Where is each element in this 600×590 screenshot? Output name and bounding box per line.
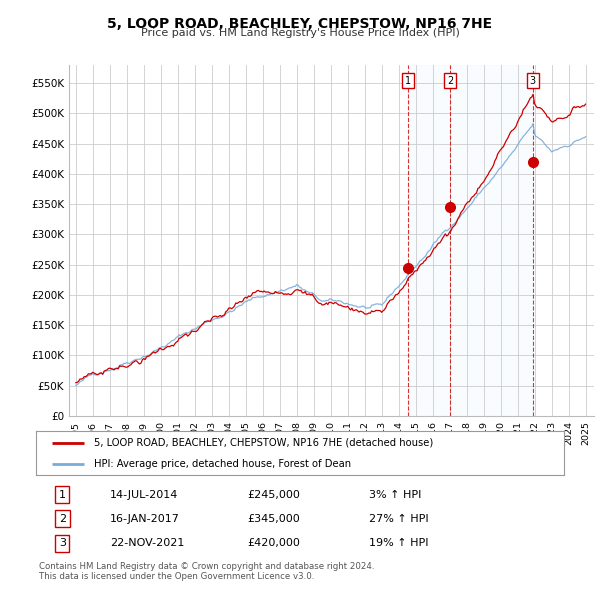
- Text: 19% ↑ HPI: 19% ↑ HPI: [368, 538, 428, 548]
- Text: This data is licensed under the Open Government Licence v3.0.: This data is licensed under the Open Gov…: [39, 572, 314, 581]
- Text: 2: 2: [59, 514, 66, 524]
- Bar: [408, 65, 533, 416]
- Text: 27% ↑ HPI: 27% ↑ HPI: [368, 514, 428, 524]
- Text: HPI: Average price, detached house, Forest of Dean: HPI: Average price, detached house, Fore…: [94, 459, 351, 469]
- Text: £245,000: £245,000: [247, 490, 300, 500]
- Text: 2: 2: [447, 76, 454, 86]
- Text: 1: 1: [59, 490, 66, 500]
- Text: £420,000: £420,000: [247, 538, 300, 548]
- Text: Price paid vs. HM Land Registry's House Price Index (HPI): Price paid vs. HM Land Registry's House …: [140, 28, 460, 38]
- Text: 5, LOOP ROAD, BEACHLEY, CHEPSTOW, NP16 7HE: 5, LOOP ROAD, BEACHLEY, CHEPSTOW, NP16 7…: [107, 17, 493, 31]
- Text: 5, LOOP ROAD, BEACHLEY, CHEPSTOW, NP16 7HE (detached house): 5, LOOP ROAD, BEACHLEY, CHEPSTOW, NP16 7…: [94, 438, 433, 448]
- Text: £345,000: £345,000: [247, 514, 300, 524]
- Text: 1: 1: [405, 76, 411, 86]
- Text: 14-JUL-2014: 14-JUL-2014: [110, 490, 178, 500]
- Text: 3% ↑ HPI: 3% ↑ HPI: [368, 490, 421, 500]
- Text: Contains HM Land Registry data © Crown copyright and database right 2024.: Contains HM Land Registry data © Crown c…: [39, 562, 374, 571]
- Text: 3: 3: [530, 76, 536, 86]
- Text: 16-JAN-2017: 16-JAN-2017: [110, 514, 180, 524]
- Text: 3: 3: [59, 538, 66, 548]
- Text: 22-NOV-2021: 22-NOV-2021: [110, 538, 184, 548]
